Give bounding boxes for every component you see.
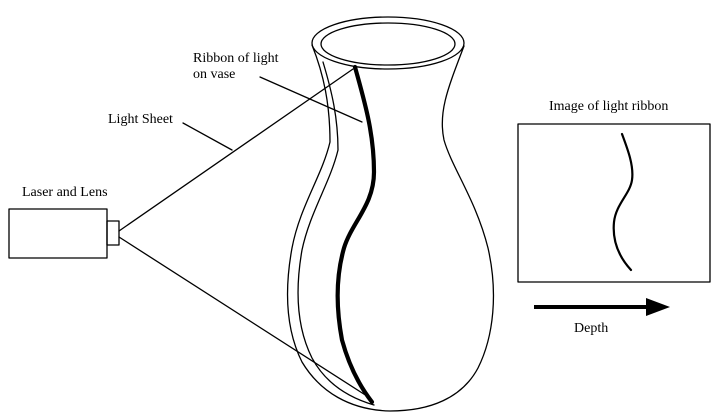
- lens: [106, 220, 120, 246]
- laser-and-lens-icon: [8, 208, 120, 259]
- vase-rim-inner: [320, 22, 456, 66]
- ribbon-label-line1: Ribbon of light: [193, 51, 279, 66]
- vase-outline-icon: [286, 16, 495, 412]
- vase-body-inner: [297, 61, 375, 406]
- right-arrow-icon: [534, 298, 670, 316]
- depth-arrow-head: [646, 298, 670, 316]
- vase-rim-outer: [311, 16, 465, 70]
- light-sheet-lower-edge: [118, 236, 371, 399]
- light-ribbon-on-vase: [335, 64, 377, 405]
- light-sheet-leader-line: [182, 122, 233, 151]
- depth-label: Depth: [574, 321, 608, 336]
- vase-body-outer: [286, 44, 495, 412]
- image-of-ribbon-label: Image of light ribbon: [549, 99, 668, 114]
- light-sheet-upper-edge: [118, 68, 354, 232]
- laser-box: [8, 208, 108, 259]
- image-frame: [517, 123, 711, 283]
- imaged-ribbon-curve: [612, 132, 634, 272]
- ribbon-label-line2: on vase: [193, 67, 235, 82]
- light-sheet-label: Light Sheet: [108, 112, 173, 127]
- ribbon-leader-line: [259, 76, 363, 123]
- laser-and-lens-label: Laser and Lens: [22, 185, 108, 200]
